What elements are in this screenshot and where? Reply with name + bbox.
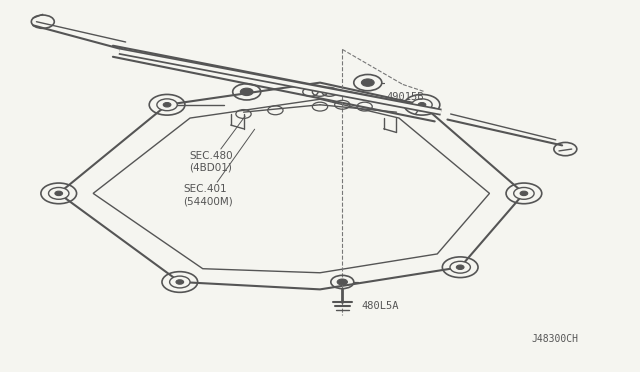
Circle shape bbox=[450, 261, 470, 273]
Circle shape bbox=[520, 191, 528, 196]
Circle shape bbox=[337, 279, 348, 285]
Circle shape bbox=[514, 187, 534, 199]
Text: 49015B: 49015B bbox=[387, 92, 424, 102]
Text: SEC.401
(54400M): SEC.401 (54400M) bbox=[183, 129, 255, 206]
Text: SEC.480
(4BD01): SEC.480 (4BD01) bbox=[189, 116, 245, 173]
Text: 480L5A: 480L5A bbox=[362, 301, 399, 311]
Circle shape bbox=[163, 103, 171, 107]
Circle shape bbox=[362, 79, 374, 86]
Circle shape bbox=[55, 191, 63, 196]
Circle shape bbox=[456, 265, 464, 269]
Circle shape bbox=[157, 99, 177, 111]
Circle shape bbox=[176, 280, 184, 284]
Circle shape bbox=[412, 99, 432, 111]
Circle shape bbox=[241, 88, 253, 96]
Circle shape bbox=[49, 187, 69, 199]
Text: J48300CH: J48300CH bbox=[531, 334, 578, 344]
Circle shape bbox=[170, 276, 190, 288]
Circle shape bbox=[418, 103, 426, 107]
